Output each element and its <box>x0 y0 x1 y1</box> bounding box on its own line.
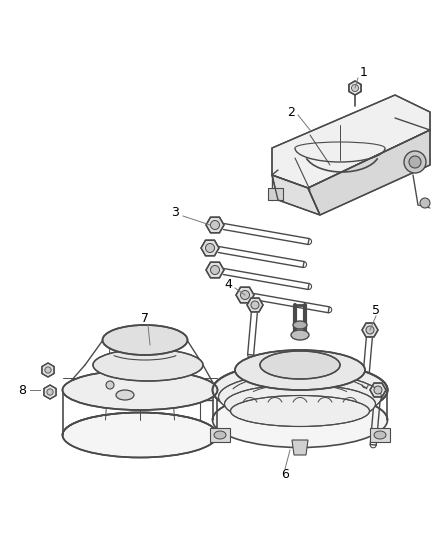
Ellipse shape <box>409 156 421 168</box>
Text: 3: 3 <box>171 206 179 220</box>
Circle shape <box>45 367 51 373</box>
Ellipse shape <box>106 381 114 389</box>
Circle shape <box>366 326 374 334</box>
Ellipse shape <box>235 350 365 390</box>
Circle shape <box>251 301 259 309</box>
Ellipse shape <box>212 362 388 417</box>
Circle shape <box>211 265 219 274</box>
Ellipse shape <box>230 395 370 426</box>
Ellipse shape <box>404 151 426 173</box>
Circle shape <box>240 290 250 300</box>
Ellipse shape <box>420 198 430 208</box>
Polygon shape <box>272 95 430 188</box>
Polygon shape <box>362 323 378 337</box>
Text: 4: 4 <box>224 279 232 292</box>
Ellipse shape <box>102 325 187 355</box>
Ellipse shape <box>291 330 309 340</box>
Ellipse shape <box>212 392 388 448</box>
Circle shape <box>47 389 53 395</box>
Ellipse shape <box>374 431 386 439</box>
Polygon shape <box>308 130 430 215</box>
Polygon shape <box>370 428 390 442</box>
Polygon shape <box>247 298 263 312</box>
Circle shape <box>374 386 382 394</box>
Polygon shape <box>201 240 219 256</box>
Ellipse shape <box>219 374 381 421</box>
Ellipse shape <box>63 370 218 410</box>
Ellipse shape <box>225 384 375 424</box>
Polygon shape <box>349 81 361 95</box>
Circle shape <box>205 244 215 253</box>
Polygon shape <box>268 188 283 200</box>
Ellipse shape <box>260 351 340 379</box>
Circle shape <box>352 85 358 92</box>
Polygon shape <box>44 385 56 399</box>
Polygon shape <box>272 175 320 215</box>
Ellipse shape <box>93 349 203 381</box>
Polygon shape <box>42 363 54 377</box>
Ellipse shape <box>293 321 307 329</box>
Ellipse shape <box>214 431 226 439</box>
Ellipse shape <box>116 390 134 400</box>
Polygon shape <box>206 262 224 278</box>
Text: 5: 5 <box>372 303 380 317</box>
Polygon shape <box>236 287 254 303</box>
Text: 8: 8 <box>18 384 26 397</box>
Text: 6: 6 <box>281 469 289 481</box>
Text: 1: 1 <box>360 66 368 78</box>
Polygon shape <box>292 440 308 455</box>
Circle shape <box>211 221 219 230</box>
Text: 2: 2 <box>287 106 295 118</box>
Polygon shape <box>210 428 230 442</box>
Text: 7: 7 <box>141 311 149 325</box>
Polygon shape <box>206 217 224 233</box>
Polygon shape <box>370 383 386 397</box>
Ellipse shape <box>63 413 218 457</box>
Ellipse shape <box>212 362 388 417</box>
